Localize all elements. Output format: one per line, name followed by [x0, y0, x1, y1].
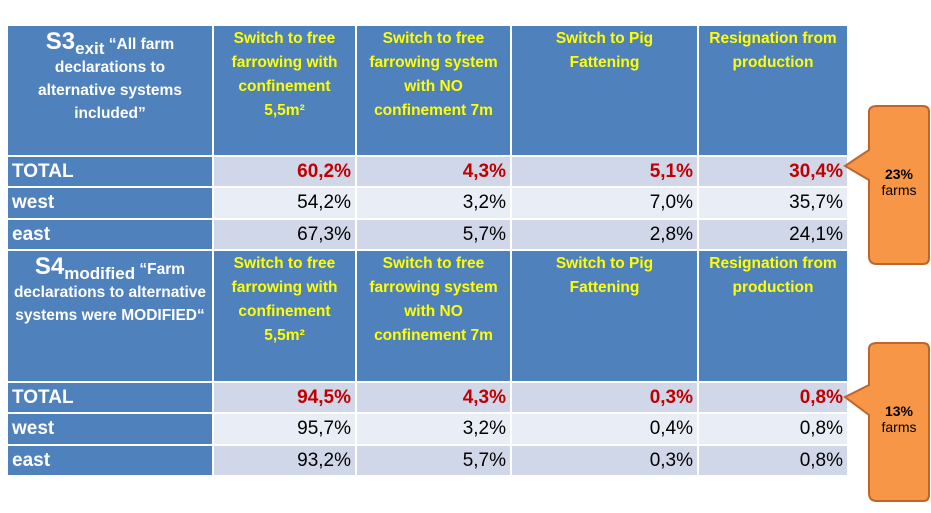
callout-shape	[843, 105, 930, 265]
table-cell: 4,3%	[355, 381, 512, 414]
s4-title-cell: S4modified “Farm declarations to alterna…	[6, 249, 214, 383]
s3-title-cell: S3exit “All farm declarations to alterna…	[6, 24, 214, 157]
col-header-pig-fattening: Switch to Pig Fattening	[555, 255, 654, 296]
table-cell: 0,4%	[510, 412, 699, 446]
table-cell: 35,7%	[697, 186, 849, 220]
callout-s3-percent: 23%	[884, 166, 914, 182]
table-row: east 93,2% 5,7% 0,3% 0,8%	[6, 444, 849, 477]
table-cell: 3,2%	[355, 412, 512, 446]
table-cell: 67,3%	[212, 218, 357, 251]
col-header-free-farrowing-confinement: Switch to free farrowing with confinemen…	[231, 30, 338, 119]
callout-s4: 13% farms	[843, 341, 931, 502]
callout-s3-text: 23% farms	[869, 166, 929, 198]
table-cell: 60,2%	[212, 155, 357, 188]
table-row: east 67,3% 5,7% 2,8% 24,1%	[6, 218, 849, 251]
col-header-pig-fattening: Switch to Pig Fattening	[555, 30, 654, 71]
row-label: west	[6, 412, 214, 446]
table-cell: 2,8%	[510, 218, 699, 251]
table-cell: 0,8%	[697, 444, 849, 477]
table-row: west 54,2% 3,2% 7,0% 35,7%	[6, 186, 849, 220]
results-table: S3exit “All farm declarations to alterna…	[6, 24, 849, 477]
table-cell: 0,3%	[510, 381, 699, 414]
callout-s4-text: 13% farms	[869, 403, 929, 435]
s3-header-row: S3exit “All farm declarations to alterna…	[6, 24, 849, 157]
row-label: TOTAL	[6, 155, 214, 188]
table-cell: 4,3%	[355, 155, 512, 188]
table-cell: 95,7%	[212, 412, 357, 446]
table-cell: 5,7%	[355, 444, 512, 477]
col-header-free-farrowing-no-confinement: Switch to free farrowing system with NO …	[369, 30, 498, 119]
col-header-resignation: Resignation from production	[709, 255, 837, 296]
table-cell: 54,2%	[212, 186, 357, 220]
row-label: west	[6, 186, 214, 220]
s4-header-row: S4modified “Farm declarations to alterna…	[6, 249, 849, 383]
callout-s4-unit: farms	[881, 419, 917, 435]
col-header-free-farrowing-confinement: Switch to free farrowing with confinemen…	[231, 255, 338, 344]
table-cell: 3,2%	[355, 186, 512, 220]
table-cell: 5,7%	[355, 218, 512, 251]
col-header-resignation: Resignation from production	[709, 30, 837, 71]
callout-s3-unit: farms	[881, 182, 917, 198]
table-cell: 0,8%	[697, 381, 849, 414]
row-label: east	[6, 444, 214, 477]
table-cell: 24,1%	[697, 218, 849, 251]
s3-title: S3exit “All farm declarations to alterna…	[8, 26, 212, 125]
table-cell: 5,1%	[510, 155, 699, 188]
callout-shape	[843, 342, 930, 502]
callout-s3: 23% farms	[843, 104, 931, 265]
s4-title-rest: declarations to alternative systems were…	[13, 284, 207, 324]
table-row: TOTAL 60,2% 4,3% 5,1% 30,4%	[6, 155, 849, 188]
callout-s4-percent: 13%	[884, 403, 914, 419]
table-cell: 93,2%	[212, 444, 357, 477]
row-label: TOTAL	[6, 381, 214, 414]
s4-title: S4modified “Farm declarations to alterna…	[8, 251, 212, 327]
s3-title-rest: declarations to alternative systems incl…	[38, 59, 182, 122]
table-cell: 0,8%	[697, 412, 849, 446]
row-label: east	[6, 218, 214, 251]
table-row: TOTAL 94,5% 4,3% 0,3% 0,8%	[6, 381, 849, 414]
col-header-free-farrowing-no-confinement: Switch to free farrowing system with NO …	[369, 255, 498, 344]
table-cell: 0,3%	[510, 444, 699, 477]
table-cell: 94,5%	[212, 381, 357, 414]
table-cell: 30,4%	[697, 155, 849, 188]
table-row: west 95,7% 3,2% 0,4% 0,8%	[6, 412, 849, 446]
table-cell: 7,0%	[510, 186, 699, 220]
